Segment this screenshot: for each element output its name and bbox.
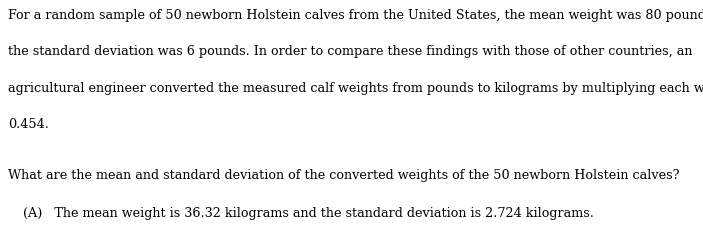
Text: For a random sample of 50 newborn Holstein calves from the United States, the me: For a random sample of 50 newborn Holste…: [8, 9, 703, 22]
Text: the standard deviation was 6 pounds. In order to compare these findings with tho: the standard deviation was 6 pounds. In …: [8, 45, 693, 58]
Text: 0.454.: 0.454.: [8, 118, 49, 131]
Text: What are the mean and standard deviation of the converted weights of the 50 newb: What are the mean and standard deviation…: [8, 169, 680, 182]
Text: (A)   The mean weight is 36.32 kilograms and the standard deviation is 2.724 kil: (A) The mean weight is 36.32 kilograms a…: [23, 207, 594, 220]
Text: agricultural engineer converted the measured calf weights from pounds to kilogra: agricultural engineer converted the meas…: [8, 82, 703, 95]
